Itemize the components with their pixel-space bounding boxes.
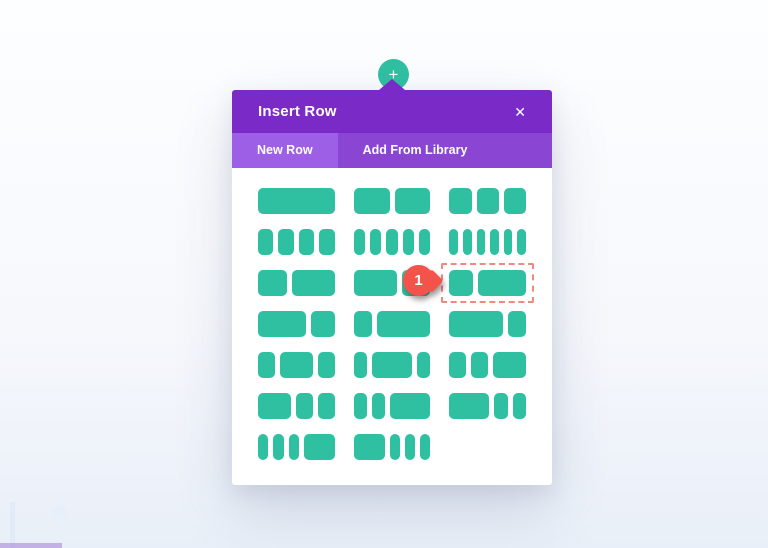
background-decoration bbox=[10, 502, 15, 548]
column-block bbox=[418, 229, 431, 255]
column-block bbox=[478, 270, 526, 296]
column-block bbox=[386, 229, 398, 255]
column-block bbox=[310, 311, 335, 337]
row-layout-sixths-x3-half[interactable] bbox=[258, 434, 335, 460]
column-block bbox=[258, 188, 335, 214]
column-block bbox=[258, 311, 306, 337]
column-block bbox=[508, 311, 526, 337]
column-block bbox=[353, 393, 367, 419]
column-block bbox=[298, 229, 315, 255]
column-block bbox=[490, 229, 499, 255]
row-layout-quarter-half-quarter[interactable] bbox=[258, 352, 335, 378]
column-block bbox=[258, 352, 275, 378]
column-block bbox=[303, 434, 335, 460]
column-block bbox=[353, 270, 397, 296]
column-block bbox=[279, 352, 313, 378]
row-layout-three-fourths-one-fourth[interactable] bbox=[449, 311, 526, 337]
column-block bbox=[278, 229, 294, 255]
column-block bbox=[462, 229, 472, 255]
column-block bbox=[258, 229, 274, 255]
column-block bbox=[476, 188, 499, 214]
insert-row-modal: Insert Row ✕ New Row Add From Library 1 bbox=[232, 79, 552, 485]
column-block bbox=[449, 393, 490, 419]
modal-header: Insert Row ✕ bbox=[232, 90, 552, 133]
column-block bbox=[503, 188, 526, 214]
column-block bbox=[353, 311, 372, 337]
row-layout-fifth-three-fifths-fifth[interactable] bbox=[353, 352, 431, 378]
column-block bbox=[449, 352, 466, 378]
row-layout-half-half[interactable] bbox=[353, 188, 431, 214]
column-block bbox=[353, 229, 365, 255]
background-decoration bbox=[52, 506, 66, 518]
background-decoration bbox=[0, 543, 62, 548]
row-layout-thirds[interactable] bbox=[449, 188, 526, 214]
row-layout-two-thirds-one-third[interactable] bbox=[258, 311, 335, 337]
column-block bbox=[258, 434, 269, 460]
row-layout-one-third-two-thirds[interactable] bbox=[441, 263, 534, 303]
row-layout-fifth-fifth-three-fifths[interactable] bbox=[353, 393, 431, 419]
column-block bbox=[390, 393, 431, 419]
row-layout-fourths[interactable] bbox=[258, 229, 335, 255]
column-block bbox=[353, 434, 385, 460]
column-block bbox=[492, 352, 526, 378]
row-layout-sixths[interactable] bbox=[449, 229, 526, 255]
step-pointer: 1 bbox=[403, 265, 434, 296]
column-block bbox=[449, 311, 504, 337]
column-block bbox=[318, 352, 335, 378]
column-block bbox=[449, 229, 458, 255]
plus-icon: + bbox=[388, 65, 399, 84]
column-block bbox=[319, 229, 335, 255]
column-block bbox=[288, 434, 299, 460]
row-layout-half-quarter-quarter[interactable] bbox=[258, 393, 335, 419]
column-block bbox=[273, 434, 284, 460]
column-block bbox=[420, 434, 431, 460]
column-block bbox=[503, 229, 513, 255]
row-layout-quarter-quarter-half[interactable] bbox=[449, 352, 526, 378]
column-block bbox=[353, 352, 367, 378]
column-block bbox=[517, 229, 526, 255]
column-block bbox=[402, 229, 414, 255]
tab-bar: New Row Add From Library bbox=[232, 133, 552, 168]
column-block bbox=[476, 229, 486, 255]
tab-add-from-library[interactable]: Add From Library bbox=[362, 143, 468, 157]
column-block bbox=[258, 393, 292, 419]
column-block bbox=[389, 434, 400, 460]
column-block bbox=[494, 393, 508, 419]
column-block bbox=[296, 393, 313, 419]
row-layout-fullwidth[interactable] bbox=[258, 188, 335, 214]
column-block bbox=[369, 229, 382, 255]
row-layout-fifths[interactable] bbox=[353, 229, 431, 255]
column-block bbox=[371, 393, 386, 419]
column-block bbox=[449, 188, 472, 214]
caret-up-icon bbox=[379, 79, 405, 90]
row-layout-one-fourth-three-fourths[interactable] bbox=[353, 311, 431, 337]
modal-title: Insert Row bbox=[258, 103, 337, 120]
column-block bbox=[371, 352, 412, 378]
modal-body: 1 bbox=[232, 168, 552, 485]
layout-grid bbox=[258, 188, 534, 460]
row-layout-two-fifths-three-fifths[interactable] bbox=[258, 270, 335, 296]
column-block bbox=[258, 270, 287, 296]
row-layout-half-sixths-x3[interactable] bbox=[353, 434, 431, 460]
row-layout-three-fifths-fifth-fifth[interactable] bbox=[449, 393, 526, 419]
column-block bbox=[376, 311, 431, 337]
column-block bbox=[353, 188, 390, 214]
column-block bbox=[471, 352, 488, 378]
column-block bbox=[404, 434, 416, 460]
step-number: 1 bbox=[414, 272, 423, 289]
column-block bbox=[512, 393, 526, 419]
column-block bbox=[449, 270, 474, 296]
tab-new-row[interactable]: New Row bbox=[232, 133, 338, 168]
close-icon[interactable]: ✕ bbox=[514, 103, 526, 120]
column-block bbox=[394, 188, 431, 214]
column-block bbox=[291, 270, 335, 296]
column-block bbox=[318, 393, 335, 419]
column-block bbox=[416, 352, 431, 378]
